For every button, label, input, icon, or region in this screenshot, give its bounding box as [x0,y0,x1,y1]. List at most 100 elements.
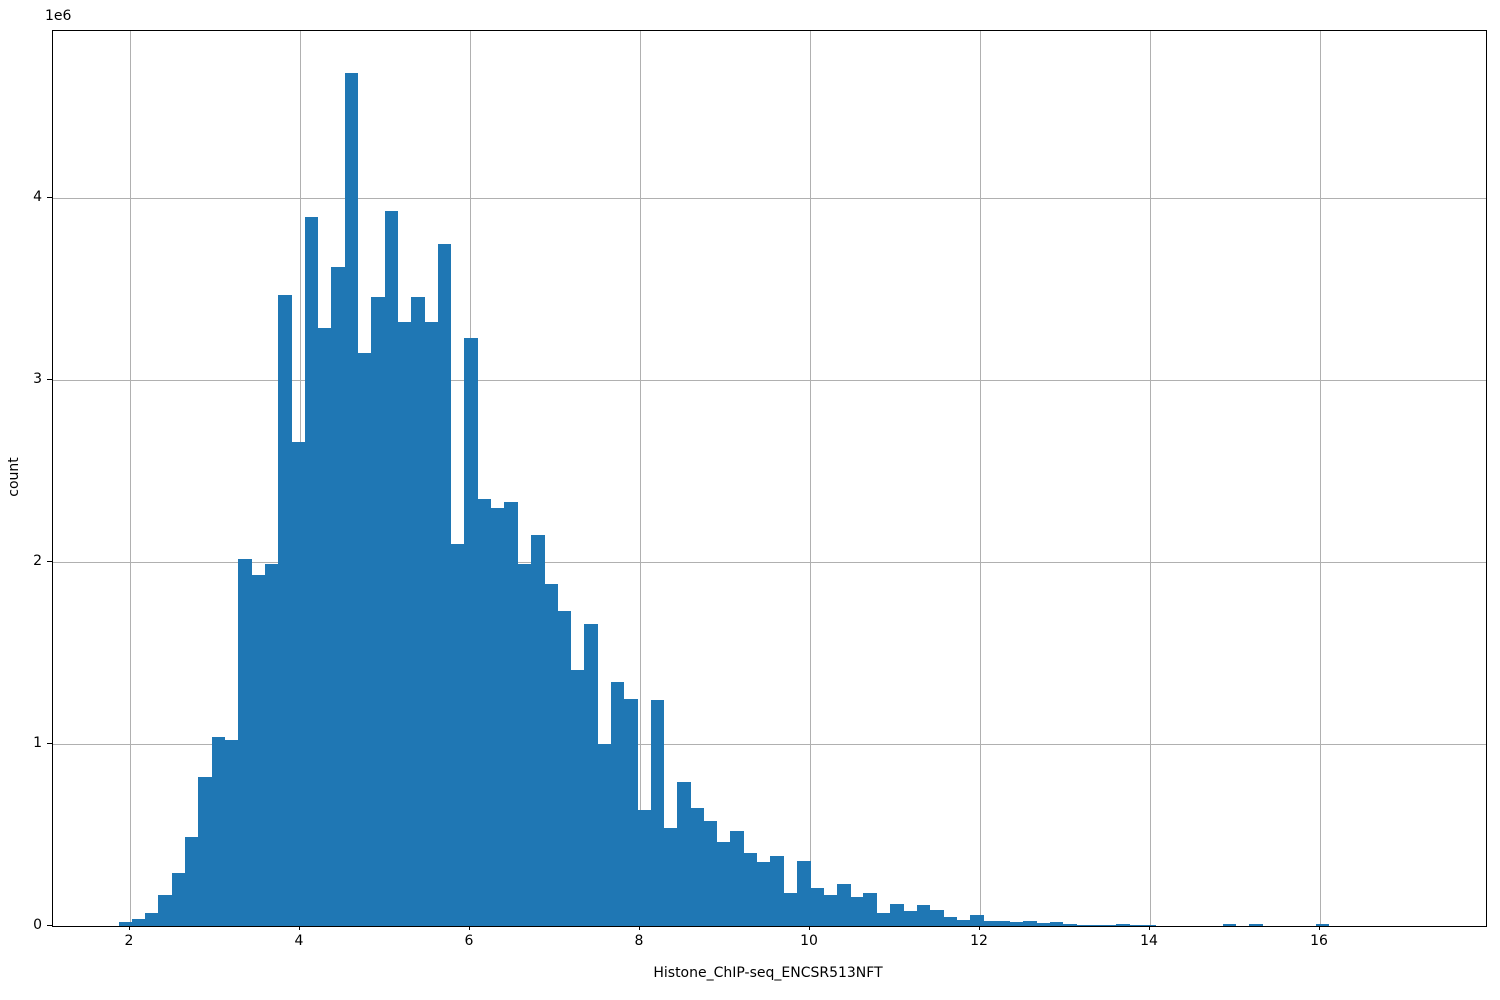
histogram-bar [1102,925,1117,926]
histogram-bar [916,905,931,926]
histogram-bar [278,294,292,926]
histogram-bar [996,920,1011,926]
histogram-bar [597,744,612,926]
x-tick-mark [639,926,640,930]
histogram-bar [318,327,332,926]
histogram-bar [956,919,971,926]
histogram-bar [1116,923,1130,926]
histogram-bar [371,296,385,926]
y-axis-label: count [6,457,22,497]
histogram-bar [1129,925,1144,926]
y-gridline [53,744,1486,745]
histogram-bar [437,243,452,926]
histogram-bar [131,918,146,926]
histogram-bar [570,669,585,926]
histogram-bar [397,322,412,926]
histogram-bar [384,211,399,926]
y-gridline [53,198,1486,199]
histogram-bar [118,922,133,926]
histogram-bar [331,267,345,926]
x-tick-mark [129,926,130,930]
histogram-bar [1315,923,1330,926]
x-tick-label: 14 [1140,933,1158,949]
histogram-bar [344,72,359,926]
histogram-bar [796,860,811,926]
x-axis-label: Histone_ChIP-seq_ENCSR513NFT [653,965,883,981]
histogram-bar [1076,924,1090,926]
histogram-bar [517,564,532,926]
x-tick-mark [979,926,980,930]
histogram-bar [690,807,705,926]
histogram-bar [1249,924,1263,926]
histogram-bar [424,322,439,926]
histogram-bar [1222,924,1237,926]
histogram-bar [610,682,625,926]
histogram-bar [876,913,891,926]
x-tick-mark [299,926,300,930]
x-tick-mark [809,926,810,930]
x-tick-mark [469,926,470,930]
histogram-bar [770,855,784,926]
x-gridline [130,31,131,926]
histogram-bar [637,809,651,926]
x-gridline [1150,31,1151,926]
histogram-bar [663,827,678,926]
histogram-bar [557,611,572,926]
histogram-bar [238,558,252,926]
x-tick-mark [1319,926,1320,930]
histogram-bar [464,338,479,926]
histogram-bar [903,911,917,926]
histogram-bar [1049,922,1064,926]
y-tick-mark [47,925,52,926]
histogram-bar [584,624,598,926]
x-gridline [640,31,641,926]
histogram-bar [1036,923,1051,926]
x-gridline [1320,31,1321,926]
y-tick-label: 1 [33,735,42,751]
histogram-bar [291,442,306,926]
x-tick-mark [1149,926,1150,930]
histogram-bar [969,915,984,926]
histogram-bar [677,782,691,926]
histogram-bar [145,913,159,926]
y-tick-mark [47,561,52,562]
histogram-bar [304,216,319,926]
x-tick-label: 2 [124,933,134,949]
histogram-bar [929,909,944,926]
histogram-bar [1089,925,1104,926]
histogram-bar [650,700,665,926]
y-tick-label: 4 [33,189,42,205]
x-tick-label: 12 [970,933,988,949]
x-tick-label: 6 [464,933,474,949]
y-tick-mark [47,197,52,198]
x-tick-label: 16 [1310,933,1328,949]
histogram-bar [823,895,838,926]
histogram-bar [185,836,199,926]
histogram-bar [411,296,425,926]
histogram-bar [743,853,758,926]
histogram-bar [544,584,558,926]
histogram-bar [1063,923,1077,926]
histogram-bar [198,776,212,926]
y-tick-mark [47,379,52,380]
histogram-bar [863,893,878,926]
y-gridline [53,562,1486,563]
histogram-bar [1023,920,1037,926]
histogram-bar [783,893,798,926]
histogram-bar [451,544,465,926]
histogram-bar [1142,925,1157,926]
histogram-bar [158,895,173,926]
histogram-bar [1009,922,1024,926]
histogram-bar [491,507,505,926]
histogram-bar [171,873,186,926]
histogram-bar [717,842,731,926]
x-gridline [980,31,981,926]
histogram-bar [624,698,638,926]
y-tick-label: 3 [33,371,42,387]
histogram-bar [530,534,545,926]
histogram-bar [357,352,372,926]
x-tick-label: 10 [800,933,818,949]
x-tick-label: 8 [634,933,644,949]
histogram-bar [224,740,239,926]
